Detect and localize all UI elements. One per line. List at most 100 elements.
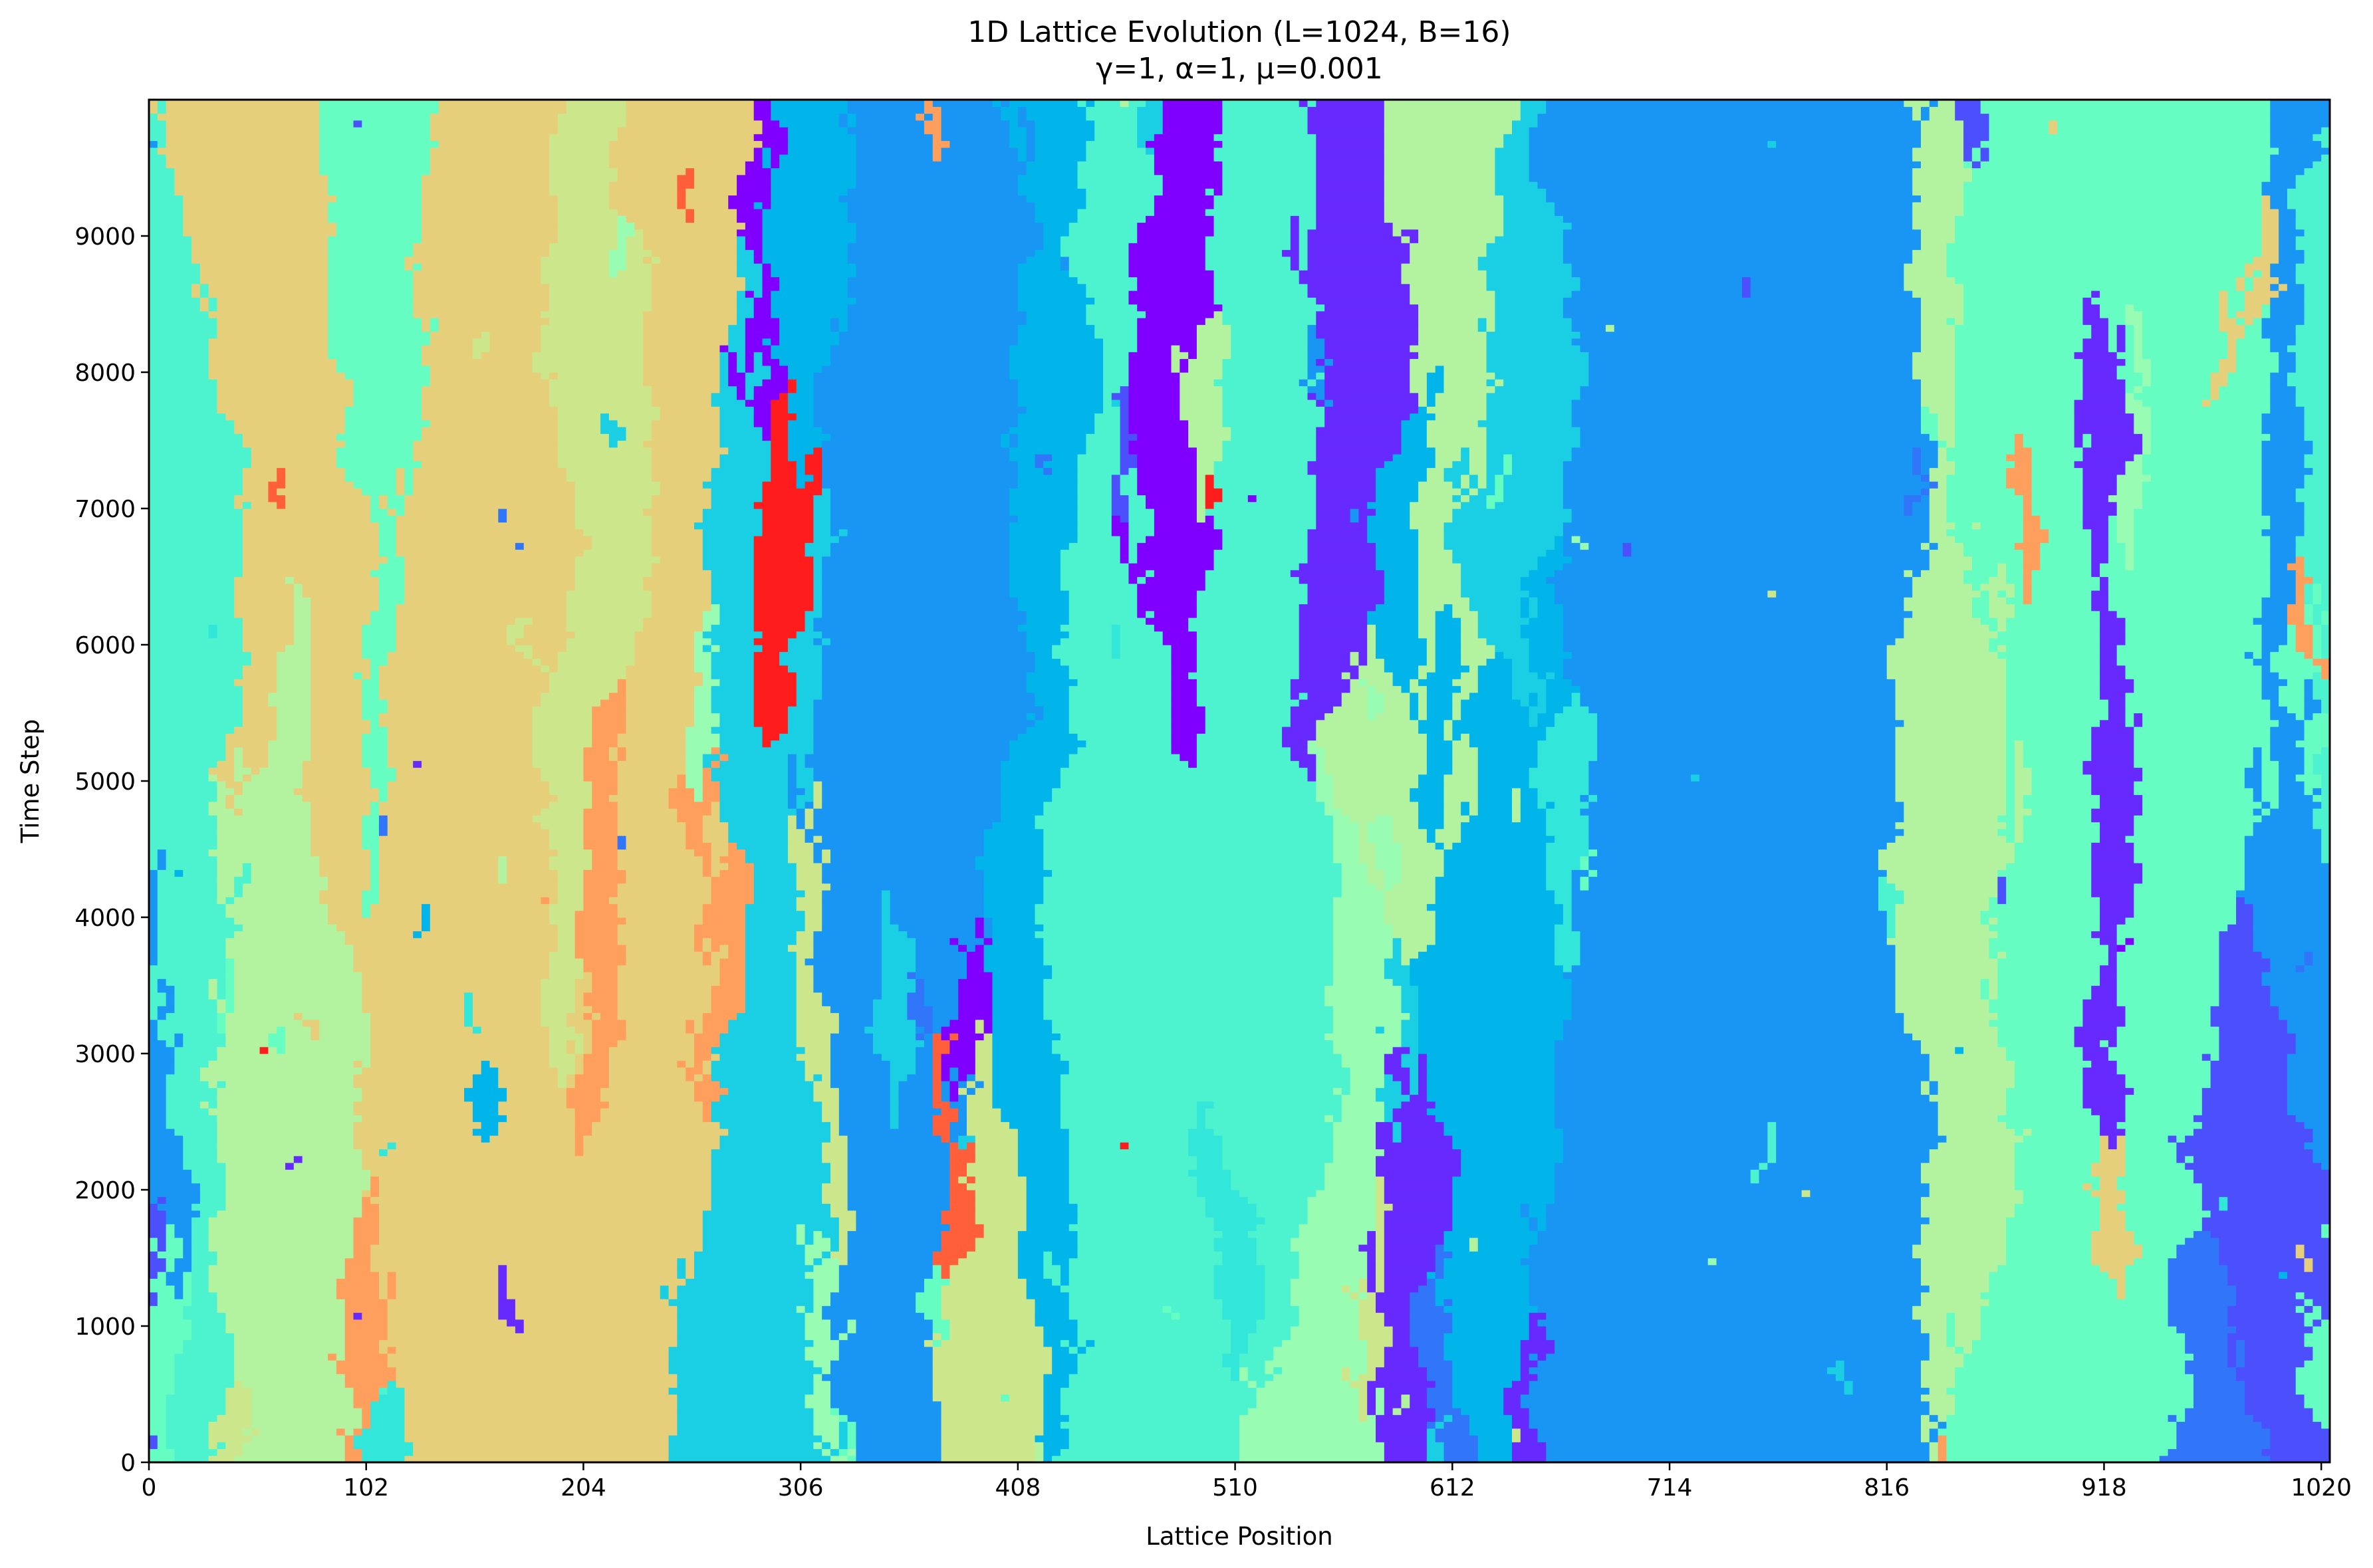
heatmap-cell	[2023, 515, 2041, 523]
heatmap-cell	[2185, 1346, 2228, 1354]
heatmap-cell	[2236, 1346, 2245, 1354]
heatmap-cell	[2040, 515, 2084, 523]
heatmap-cell	[2261, 767, 2279, 775]
heatmap-cell	[566, 1081, 576, 1088]
heatmap-cell	[1546, 869, 1572, 877]
heatmap-cell	[813, 1414, 840, 1422]
heatmap-cell	[1341, 1373, 1351, 1381]
heatmap-cell	[1162, 631, 1197, 639]
heatmap-cell	[1844, 1373, 1922, 1381]
heatmap-cell	[1077, 528, 1112, 536]
heatmap-cell	[217, 1299, 346, 1306]
heatmap-cell	[2091, 1060, 2118, 1068]
heatmap-cell	[608, 746, 618, 754]
heatmap-cell	[378, 604, 397, 612]
heatmap-cell	[1239, 1435, 1376, 1442]
heatmap-cell	[830, 1163, 848, 1170]
heatmap-cell	[975, 1244, 1019, 1252]
heatmap-cell	[1299, 1264, 1368, 1272]
heatmap-cell	[762, 631, 797, 639]
heatmap-cell	[1324, 808, 1342, 816]
heatmap-cell	[1043, 801, 1325, 809]
heatmap-cell	[2006, 699, 2109, 707]
heatmap-cell	[1316, 501, 1368, 509]
heatmap-cell	[1077, 1210, 1206, 1218]
heatmap-cell	[2006, 719, 2100, 727]
heatmap-cell	[1077, 1367, 1231, 1375]
heatmap-cell	[1332, 1135, 1376, 1143]
heatmap-cell	[796, 685, 822, 693]
heatmap-cell	[1222, 1163, 1325, 1170]
heatmap-cell	[2125, 556, 2134, 564]
heatmap-cell	[583, 808, 618, 816]
heatmap-cell	[2270, 542, 2297, 550]
heatmap-cell	[702, 1230, 797, 1238]
heatmap-cell	[1137, 597, 1197, 605]
heatmap-cell	[711, 597, 755, 605]
heatmap-cell	[370, 501, 380, 509]
heatmap-cell	[149, 924, 158, 932]
heatmap-cell	[694, 631, 703, 639]
heatmap-cell	[932, 1026, 942, 1034]
heatmap-cell	[2091, 536, 2109, 543]
heatmap-cell	[702, 767, 712, 775]
heatmap-cell	[378, 1278, 388, 1286]
heatmap-cell	[251, 767, 261, 775]
heatmap-cell	[378, 1224, 703, 1232]
heatmap-cell	[1017, 733, 1078, 741]
heatmap-cell	[378, 679, 550, 687]
heatmap-cell	[796, 1019, 840, 1027]
heatmap-cell	[924, 1026, 934, 1034]
heatmap-cell	[2100, 964, 2118, 972]
heatmap-cell	[1426, 1400, 1453, 1408]
heatmap-cell	[311, 746, 362, 754]
heatmap-cell	[753, 590, 814, 598]
heatmap-cell	[362, 1155, 712, 1163]
heatmap-cell	[822, 1312, 925, 1320]
heatmap-cell	[217, 842, 312, 850]
heatmap-cell	[217, 1019, 226, 1027]
heatmap-cell	[378, 685, 550, 693]
heatmap-cell	[2134, 815, 2263, 823]
heatmap-cell	[2227, 1353, 2237, 1361]
heatmap-cell	[1307, 528, 1368, 536]
heatmap-cell	[719, 808, 797, 816]
heatmap-cell	[2279, 1272, 2288, 1279]
heatmap-cell	[166, 855, 218, 863]
heatmap-cell	[1997, 563, 2007, 570]
heatmap-cell	[2295, 570, 2305, 578]
heatmap-cell	[549, 1054, 576, 1061]
heatmap-cell	[2312, 951, 2330, 959]
heatmap-cell	[1426, 1442, 1445, 1450]
heatmap-cell	[378, 1203, 712, 1211]
heatmap-cell	[1929, 501, 1947, 509]
heatmap-cell	[1588, 774, 1691, 782]
heatmap-cell	[1162, 637, 1197, 645]
heatmap-cell	[2134, 883, 2245, 891]
heatmap-cell	[1026, 1285, 1061, 1293]
heatmap-cell	[277, 679, 312, 687]
heatmap-cell	[1477, 665, 1513, 673]
heatmap-cell	[694, 1087, 729, 1095]
heatmap-cell	[319, 897, 362, 905]
heatmap-cell	[2100, 1142, 2109, 1150]
heatmap-cell	[2014, 1155, 2100, 1163]
heatmap-cell	[1418, 1019, 1564, 1027]
heatmap-cell	[1026, 1291, 1070, 1299]
heatmap-cell	[378, 1176, 712, 1184]
heatmap-cell	[813, 794, 822, 802]
heatmap-cell	[932, 1073, 942, 1081]
heatmap-cell	[753, 556, 814, 564]
heatmap-cell	[2227, 1264, 2305, 1272]
heatmap-cell	[566, 597, 652, 605]
heatmap-cell	[2082, 1006, 2126, 1014]
heatmap-cell	[2125, 1073, 2211, 1081]
heatmap-cell	[1912, 610, 1973, 618]
heatmap-cell	[847, 1414, 942, 1422]
heatmap-cell	[847, 1155, 950, 1163]
heatmap-cell	[1878, 897, 1904, 905]
heatmap-cell	[2023, 508, 2033, 516]
heatmap-cell	[149, 1448, 176, 1456]
heatmap-cell	[1376, 1435, 1428, 1442]
heatmap-cell	[1128, 522, 1155, 530]
